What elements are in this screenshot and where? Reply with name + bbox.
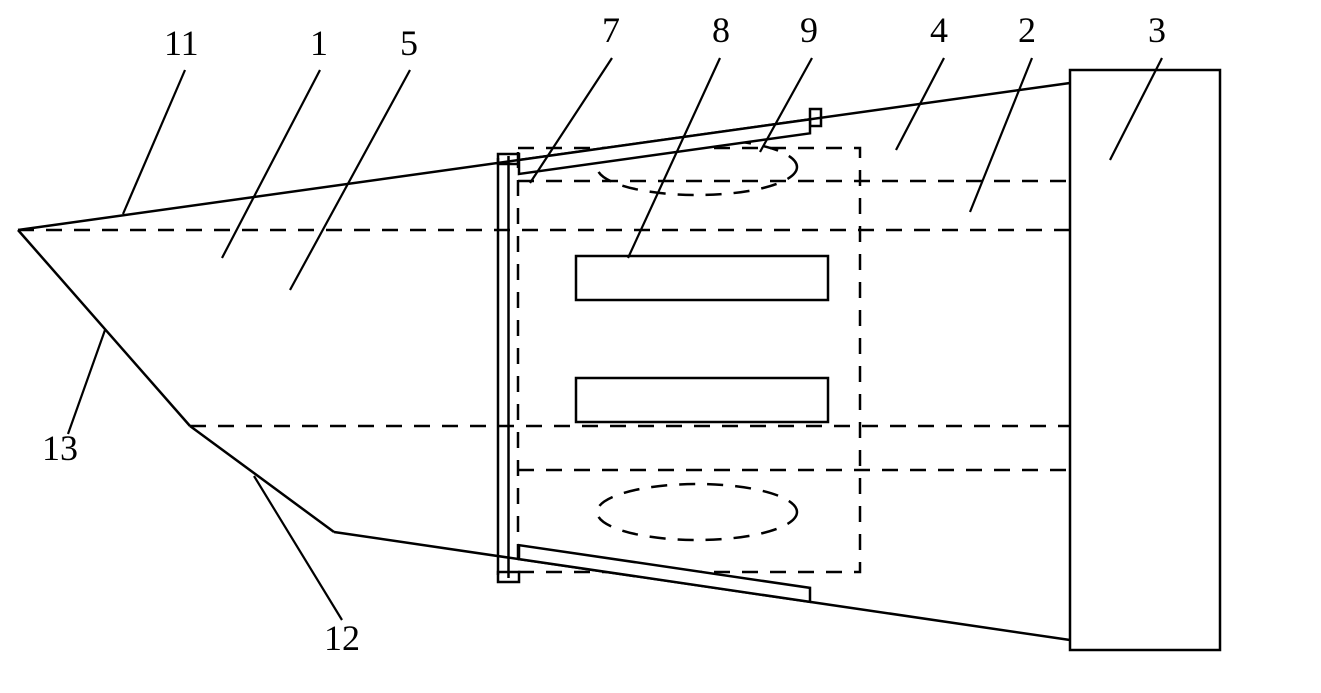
callout-leader-4 bbox=[896, 58, 944, 150]
inner-solid-rect bbox=[576, 256, 828, 300]
technical-diagram: 11157894231312 bbox=[0, 0, 1321, 693]
bottom-plate bbox=[519, 545, 810, 602]
callout-leader-12 bbox=[254, 476, 342, 620]
dashed-cabinet bbox=[518, 148, 860, 572]
dashed-ellipse bbox=[597, 484, 797, 540]
callout-leader-11 bbox=[123, 70, 185, 214]
callout-leader-3 bbox=[1110, 58, 1162, 160]
callout-label-3: 3 bbox=[1148, 10, 1166, 50]
callout-label-5: 5 bbox=[400, 23, 418, 63]
callout-label-12: 12 bbox=[324, 618, 360, 658]
callout-label-13: 13 bbox=[42, 428, 78, 468]
inner-solid-rect bbox=[576, 378, 828, 422]
callout-label-8: 8 bbox=[712, 10, 730, 50]
callout-leader-5 bbox=[290, 70, 410, 290]
callout-label-4: 4 bbox=[930, 10, 948, 50]
callout-label-11: 11 bbox=[164, 23, 199, 63]
outer-lower-seg bbox=[190, 426, 334, 532]
tail-rect bbox=[1070, 70, 1220, 650]
callout-label-7: 7 bbox=[602, 10, 620, 50]
callout-leader-13 bbox=[68, 330, 105, 434]
callout-label-2: 2 bbox=[1018, 10, 1036, 50]
callout-label-1: 1 bbox=[310, 23, 328, 63]
outer-lower-nose bbox=[18, 230, 190, 426]
callout-leader-2 bbox=[970, 58, 1032, 212]
callout-label-9: 9 bbox=[800, 10, 818, 50]
